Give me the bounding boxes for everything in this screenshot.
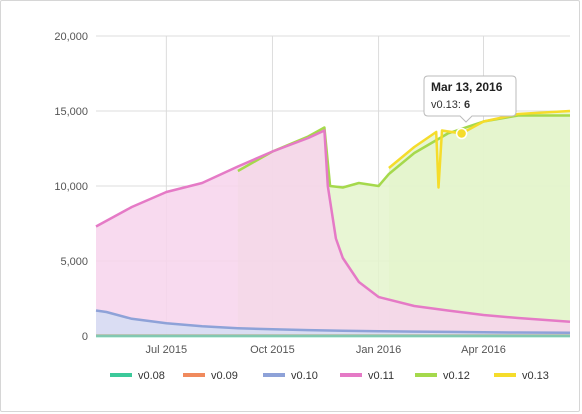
legend-item-v0-08[interactable]: v0.08 (110, 370, 165, 382)
legend-item-v0-09[interactable]: v0.09 (183, 370, 238, 382)
legend-label: v0.13 (522, 370, 549, 382)
legend-swatch (494, 373, 516, 377)
y-tick-label: 20,000 (54, 31, 88, 43)
line-v0-11 (95, 129, 571, 324)
tooltip-box (423, 75, 517, 123)
series-areas (96, 111, 570, 336)
legend-label: v0.09 (211, 370, 238, 382)
y-tick-label: 5,000 (60, 256, 88, 268)
y-tick-label: 0 (82, 331, 88, 343)
x-tick-label: Apr 2016 (461, 344, 506, 356)
legend: v0.08 v0.09 v0.10 v0.11 v0.12 v0.13 (110, 370, 549, 382)
area-v0-10 (96, 310, 570, 336)
x-axis: Jul 2015 Oct 2015 Jan 2016 Apr 2016 (96, 335, 570, 356)
tooltip-marker (455, 127, 468, 140)
y-axis: 0 5,000 10,000 15,000 20,000 (54, 31, 88, 343)
tooltip-value: v0.13: 6 (431, 99, 470, 111)
legend-item-v0-11[interactable]: v0.11 (340, 370, 394, 382)
legend-item-v0-13[interactable]: v0.13 (494, 370, 549, 382)
legend-swatch (263, 373, 285, 377)
area-v0-11 (96, 130, 570, 336)
legend-swatch (340, 373, 362, 377)
legend-label: v0.11 (368, 370, 394, 382)
x-tick-label: Jan 2016 (356, 344, 401, 356)
tooltip-date: Mar 13, 2016 (431, 80, 503, 94)
legend-label: v0.10 (291, 370, 318, 382)
area-v0-13 (388, 111, 570, 336)
y-tick-label: 10,000 (54, 181, 88, 193)
tooltip: Mar 13, 2016 v0.13: 6 (423, 75, 517, 140)
legend-item-v0-10[interactable]: v0.10 (263, 370, 318, 382)
x-tick-label: Jul 2015 (146, 344, 188, 356)
legend-label: v0.08 (138, 370, 165, 382)
line-v0-10 (95, 309, 571, 334)
legend-label: v0.12 (443, 370, 470, 382)
legend-swatch (415, 373, 437, 377)
x-tick-label: Oct 2015 (250, 344, 295, 356)
legend-item-v0-12[interactable]: v0.12 (415, 370, 470, 382)
legend-swatch (183, 373, 205, 377)
y-tick-label: 15,000 (54, 106, 88, 118)
legend-swatch (110, 373, 132, 377)
